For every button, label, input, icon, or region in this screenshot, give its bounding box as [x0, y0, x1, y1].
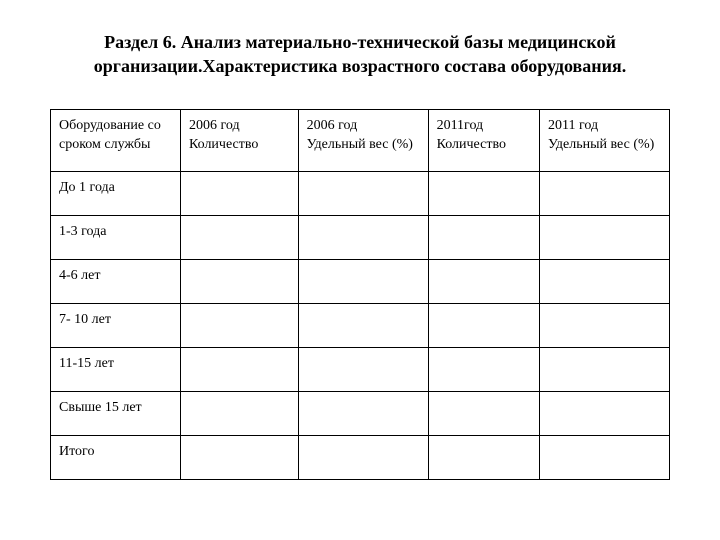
- row-label: 11-15 лет: [51, 347, 181, 391]
- data-cell: [298, 215, 428, 259]
- section-title: Раздел 6. Анализ материально-технической…: [50, 30, 670, 79]
- table-row: 4-6 лет: [51, 259, 670, 303]
- data-cell: [180, 347, 298, 391]
- table-row: Итого: [51, 435, 670, 479]
- data-cell: [298, 171, 428, 215]
- data-cell: [298, 259, 428, 303]
- data-cell: [539, 215, 669, 259]
- data-cell: [180, 171, 298, 215]
- data-cell: [180, 259, 298, 303]
- data-cell: [180, 391, 298, 435]
- data-cell: [428, 391, 539, 435]
- data-cell: [539, 171, 669, 215]
- equipment-age-table: Оборудование со сроком службы 2006 годКо…: [50, 109, 670, 480]
- header-cell-2006-pct: 2006 годУдельный вес (%): [298, 109, 428, 171]
- header-cell-2011-qty: 2011годКоличество: [428, 109, 539, 171]
- data-cell: [539, 391, 669, 435]
- data-cell: [298, 303, 428, 347]
- table-row: 7- 10 лет: [51, 303, 670, 347]
- table-row: До 1 года: [51, 171, 670, 215]
- header-cell-2006-qty: 2006 годКоличество: [180, 109, 298, 171]
- table-header-row: Оборудование со сроком службы 2006 годКо…: [51, 109, 670, 171]
- data-cell: [428, 303, 539, 347]
- data-cell: [180, 435, 298, 479]
- table-body: До 1 года1-3 года4-6 лет7- 10 лет11-15 л…: [51, 171, 670, 479]
- row-label: 4-6 лет: [51, 259, 181, 303]
- row-label: 7- 10 лет: [51, 303, 181, 347]
- data-cell: [428, 215, 539, 259]
- data-cell: [428, 171, 539, 215]
- data-cell: [298, 435, 428, 479]
- header-cell-equipment: Оборудование со сроком службы: [51, 109, 181, 171]
- data-cell: [428, 347, 539, 391]
- row-label: 1-3 года: [51, 215, 181, 259]
- table-row: 1-3 года: [51, 215, 670, 259]
- data-cell: [180, 303, 298, 347]
- table-row: Свыше 15 лет: [51, 391, 670, 435]
- row-label: Свыше 15 лет: [51, 391, 181, 435]
- data-cell: [298, 391, 428, 435]
- data-cell: [428, 259, 539, 303]
- data-cell: [539, 303, 669, 347]
- table-row: 11-15 лет: [51, 347, 670, 391]
- data-cell: [539, 347, 669, 391]
- data-cell: [428, 435, 539, 479]
- data-cell: [298, 347, 428, 391]
- data-cell: [539, 435, 669, 479]
- row-label: До 1 года: [51, 171, 181, 215]
- row-label: Итого: [51, 435, 181, 479]
- data-cell: [539, 259, 669, 303]
- header-cell-2011-pct: 2011 годУдельный вес (%): [539, 109, 669, 171]
- data-cell: [180, 215, 298, 259]
